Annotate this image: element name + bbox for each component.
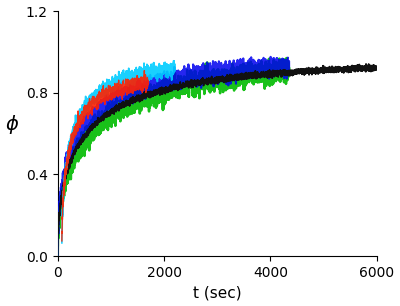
X-axis label: t (sec): t (sec) bbox=[193, 285, 242, 300]
Y-axis label: ϕ: ϕ bbox=[6, 115, 18, 134]
